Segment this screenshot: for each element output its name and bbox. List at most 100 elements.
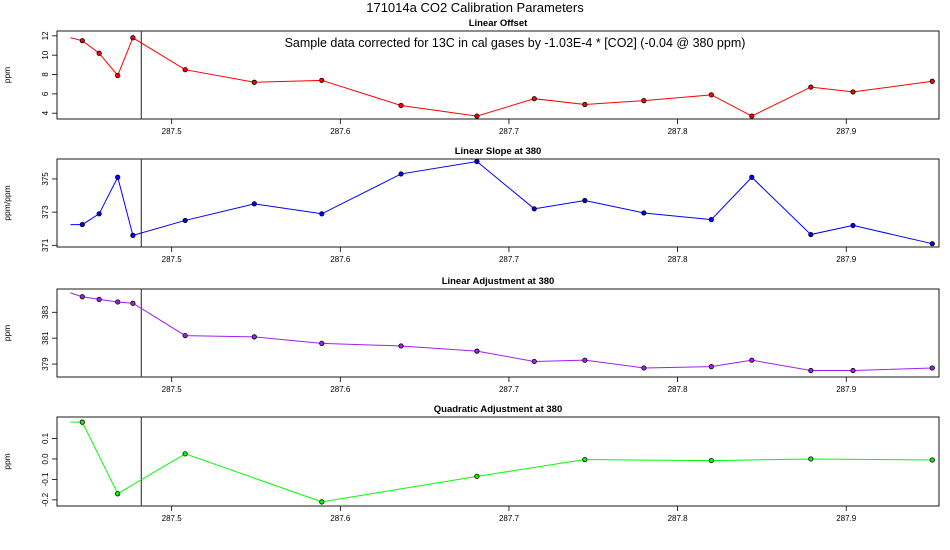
panel-3-title: Linear Adjustment at 380: [442, 276, 555, 287]
panel-2-data-point: [474, 158, 480, 165]
panel-4-data-point: [79, 419, 85, 425]
panel-4-y-axis-label: ppm: [2, 453, 12, 470]
panel-1-title: Linear Offset: [469, 18, 528, 29]
panel-3-data-point: [531, 358, 537, 365]
panel-4: Quadratic Adjustment at 380 287.5 287.6 287…: [2, 404, 940, 523]
panel-2-data-point: [96, 211, 102, 217]
panel-3-y-axis-label: ppm: [2, 325, 12, 342]
panel-3-x-tick-label: 287.7: [499, 385, 520, 394]
panel-1-data-point: [96, 50, 102, 56]
panel-2-series-line: [70, 160, 933, 245]
panel-2-data-point: [929, 241, 935, 247]
panel-1-x-tick-label: 287.8: [668, 127, 689, 136]
panel-3-data-point: [319, 340, 325, 346]
panel-4-x-tick-label: 287.6: [330, 514, 351, 523]
panel-1-data-point: [251, 79, 257, 85]
panel-3-data-point: [708, 364, 714, 370]
panel-2-data-point: [850, 222, 856, 229]
panel-2-data-point: [130, 232, 136, 238]
panel-2-data-point: [182, 217, 188, 224]
panel-2-x-tick-label: 287.8: [668, 255, 689, 264]
panel-2-x-tick-label: 287.5: [162, 255, 183, 264]
panel-3-data-point: [130, 300, 136, 306]
panel-4-y-tick-label: 0.0: [41, 453, 50, 465]
panel-4-y-tick-label: -0.2: [41, 492, 50, 506]
panel-2-y-tick-label: 375: [41, 172, 50, 186]
panel-2-data-point: [641, 210, 647, 216]
panel-2-data-point: [582, 197, 588, 204]
panel-3-series-line: [70, 292, 933, 372]
panel-4-frame: [56, 416, 940, 507]
panel-3-y-tick-label: 383: [41, 305, 50, 319]
panel-4-data-point: [319, 499, 325, 505]
panel-3-data-point: [474, 348, 480, 354]
panel-4-data-point: [808, 456, 814, 462]
panel-2-data-point: [749, 174, 755, 180]
panel-2-y-tick-label: 371: [41, 238, 50, 252]
panel-4-x-tick-label: 287.8: [668, 514, 689, 523]
panel-4-y-tick-label: 0.1: [41, 432, 50, 444]
panel-1-data-point: [929, 78, 935, 84]
panel-3: Linear Adjustment at 380 287.5 287.6 287.7 2…: [2, 276, 940, 394]
panel-1-series-line: [70, 37, 933, 117]
panel-2-data-point: [251, 201, 257, 207]
panel-4-y-tick-label: -0.1: [41, 472, 50, 486]
panel-1-x-tick-label: 287.5: [162, 127, 183, 136]
panel-2-data-point: [531, 206, 537, 212]
panel-2-data-point: [398, 171, 404, 177]
panel-3-x-tick-label: 287.5: [162, 385, 183, 394]
panel-3-x-tick-label: 287.9: [836, 385, 857, 394]
panel-2-data-point: [708, 217, 714, 223]
panel-1-data-point: [582, 101, 588, 108]
panel-2-data-point: [115, 174, 121, 180]
panel-2-data-point: [808, 231, 814, 238]
panel-1-data-point: [850, 89, 856, 95]
panel-4-data-point: [929, 457, 935, 463]
panel-1-x-tick-label: 287.7: [499, 127, 520, 136]
panel-1-x-tick-label: 287.9: [836, 127, 857, 136]
panel-1-annotation: Sample data corrected for 13C in cal gas…: [285, 36, 746, 50]
panel-3-y-tick-label: 379: [41, 357, 50, 371]
panel-1-data-point: [79, 38, 85, 44]
panel-4-data-point: [115, 491, 121, 497]
panel-3-data-point: [808, 367, 814, 374]
panel-1: Linear Offset Sample data corrected for 1…: [2, 18, 940, 136]
panel-2-x-tick-label: 287.6: [330, 255, 351, 264]
panel-1-data-point: [130, 35, 136, 41]
panel-1-data-point: [641, 98, 647, 104]
panel-1-data-point: [398, 102, 404, 109]
panel-4-x-tick-label: 287.7: [499, 514, 520, 523]
panel-3-data-point: [850, 367, 856, 374]
panel-1-data-point: [115, 72, 121, 79]
panel-2-x-tick-label: 287.9: [836, 255, 857, 264]
panel-4-title: Quadratic Adjustment at 380: [434, 404, 562, 415]
panel-1-data-point: [182, 67, 188, 73]
panel-3-x-tick-label: 287.8: [668, 385, 689, 394]
panel-1-data-point: [319, 77, 325, 83]
panel-3-y-tick-label: 381: [41, 331, 50, 345]
panel-1-data-point: [708, 92, 714, 98]
panel-3-data-point: [96, 296, 102, 302]
panel-3-data-point: [182, 332, 188, 339]
panel-4-data-point: [708, 457, 714, 464]
panel-2: Linear Slope at 380 287.5 287.6 287.7 287.8 2…: [2, 146, 940, 264]
panel-3-x-tick-label: 287.6: [330, 385, 351, 394]
panel-4-data-point: [582, 456, 588, 463]
panel-2-x-tick-label: 287.7: [499, 255, 520, 264]
panel-1-frame: [56, 30, 940, 120]
panel-3-data-point: [79, 294, 85, 300]
panel-1-x-tick-label: 287.6: [330, 127, 351, 136]
panel-1-data-point: [531, 96, 537, 102]
panel-1-y-tick-label: 6: [41, 91, 50, 96]
panel-4-data-point: [474, 473, 480, 479]
panel-1-data-point: [749, 113, 755, 119]
panel-3-data-point: [582, 357, 588, 363]
panel-1-data-point: [474, 113, 480, 119]
panel-3-data-point: [641, 365, 647, 371]
panel-1-y-tick-label: 8: [41, 72, 50, 77]
panel-2-y-tick-label: 373: [41, 205, 50, 219]
panel-2-title: Linear Slope at 380: [455, 146, 542, 157]
panel-3-data-point: [251, 334, 257, 340]
